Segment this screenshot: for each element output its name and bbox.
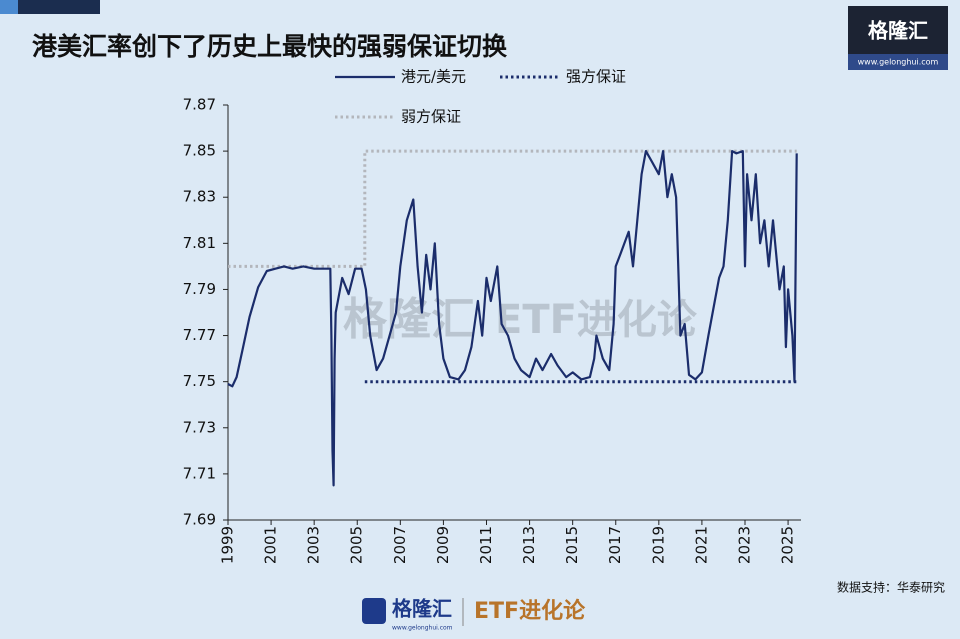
x-tick-label: 2013	[520, 526, 538, 564]
x-tick-label: 2015	[563, 526, 581, 564]
legend-label: 港元/美元	[401, 68, 466, 86]
footer-brand: 格隆汇	[392, 597, 452, 621]
x-tick-label: 2005	[348, 526, 366, 564]
y-tick-label: 7.77	[183, 326, 216, 344]
y-tick-label: 7.71	[183, 464, 216, 482]
y-tick-label: 7.87	[183, 96, 216, 114]
logo-url: www.gelonghui.com	[858, 58, 939, 67]
x-tick-label: 2021	[692, 526, 710, 564]
x-tick-label: 2007	[391, 526, 409, 564]
x-tick-label: 2011	[477, 526, 495, 564]
y-tick-label: 7.69	[183, 511, 216, 529]
x-tick-label: 2023	[735, 526, 753, 564]
y-tick-label: 7.85	[183, 142, 216, 160]
footer-sub: ETF进化论	[474, 598, 586, 624]
x-tick-label: 1999	[219, 526, 237, 564]
series-line	[228, 149, 797, 268]
footer-url: www.gelonghui.com	[392, 625, 453, 632]
logo-brand: 格隆汇	[868, 19, 928, 43]
y-tick-label: 7.75	[183, 372, 216, 390]
y-tick-label: 7.83	[183, 188, 216, 206]
x-tick-label: 2019	[649, 526, 667, 564]
source: 数据支持：华泰研究	[837, 580, 945, 595]
y-tick-label: 7.79	[183, 280, 216, 298]
legend-label: 强方保证	[566, 68, 626, 86]
series-line	[227, 150, 798, 487]
x-tick-label: 2009	[434, 526, 452, 564]
x-tick-label: 2025	[779, 526, 797, 564]
x-tick-label: 2003	[305, 526, 323, 564]
x-tick-label: 2017	[606, 526, 624, 564]
y-tick-label: 7.73	[183, 418, 216, 436]
corner-accent	[0, 0, 18, 14]
corner-bar	[0, 0, 100, 14]
watermark-brand: 格隆汇	[343, 294, 475, 345]
logo-url-bar	[848, 54, 948, 70]
y-tick-label: 7.81	[183, 234, 216, 252]
legend-label: 弱方保证	[401, 108, 461, 126]
x-tick-label: 2001	[262, 526, 280, 564]
footer-logo-icon	[362, 598, 386, 624]
chart-title: 港美汇率创下了历史上最快的强弱保证切换	[32, 32, 508, 61]
